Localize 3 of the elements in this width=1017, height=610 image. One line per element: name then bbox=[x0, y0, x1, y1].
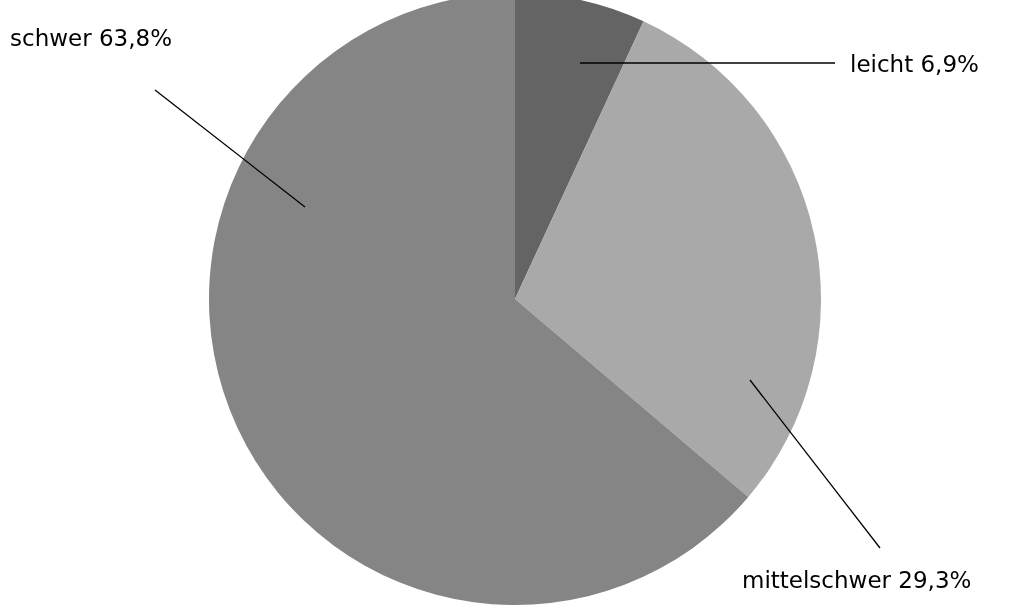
slice-label: mittelschwer 29,3% bbox=[742, 567, 972, 593]
slice-label: schwer 63,8% bbox=[10, 25, 172, 51]
slice-label: leicht 6,9% bbox=[850, 51, 979, 77]
